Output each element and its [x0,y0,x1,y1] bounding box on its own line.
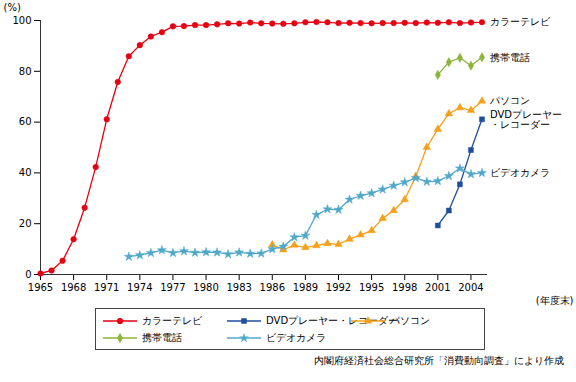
svg-text:1998: 1998 [392,282,417,293]
svg-text:(年度末): (年度末) [536,295,574,306]
svg-text:1992: 1992 [326,282,351,293]
html-text:携帯電話: 携帯電話 [142,331,182,343]
svg-text:1980: 1980 [193,282,218,293]
html-text:パソコン: パソコン [390,314,431,326]
svg-text:80: 80 [19,66,32,77]
svg-text:(%): (%) [4,2,21,13]
svg-text:1974: 1974 [127,282,152,293]
svg-text:20: 20 [19,218,32,229]
svg-text:100: 100 [12,15,31,26]
svg-text:パソコン: パソコン [489,95,530,106]
svg-text:1986: 1986 [260,282,285,293]
svg-text:DVDプレーヤー・レコーダー: DVDプレーヤー・レコーダー [490,109,562,130]
svg-text:1995: 1995 [359,282,384,293]
html-text:カラーテレビ: カラーテレビ [142,314,202,326]
html-text:DVDプレーヤー・レコーダー: DVDプレーヤー・レコーダー [266,314,399,326]
html-text:内閣府経済社会総合研究所「消費動向調査」により作成: 内閣府経済社会総合研究所「消費動向調査」により作成 [314,355,564,366]
svg-text:カラーテレビ: カラーテレビ [490,16,551,27]
svg-text:60: 60 [19,116,32,127]
svg-text:1977: 1977 [160,282,185,293]
svg-text:40: 40 [19,167,32,178]
html-text:ビデオカメラ: ビデオカメラ [266,331,327,343]
svg-text:0: 0 [25,269,31,280]
svg-text:1965: 1965 [28,282,53,293]
svg-text:1971: 1971 [94,282,119,293]
svg-text:2001: 2001 [425,282,450,293]
svg-text:1989: 1989 [293,282,318,293]
svg-text:ビデオカメラ: ビデオカメラ [490,167,550,178]
svg-text:2004: 2004 [458,282,483,293]
svg-text:1968: 1968 [61,282,86,293]
svg-text:1983: 1983 [226,282,251,293]
svg-text:携帯電話: 携帯電話 [490,52,530,63]
